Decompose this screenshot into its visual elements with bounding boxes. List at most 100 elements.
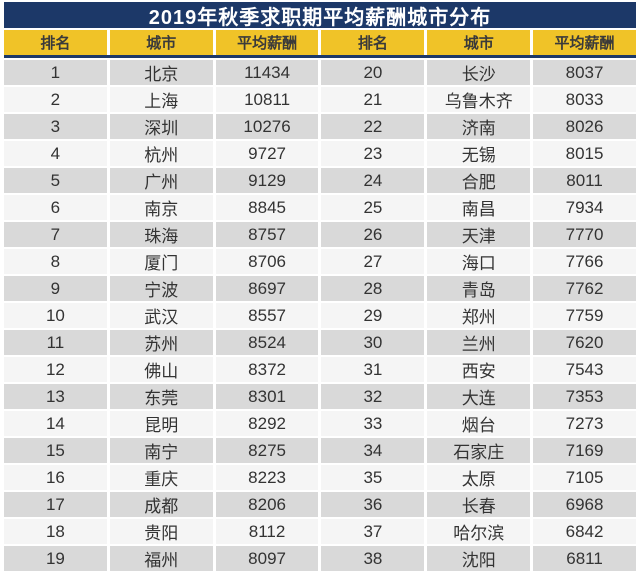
rank-column-header: 排名 (4, 30, 107, 55)
rank-cell: 11 (4, 330, 107, 355)
city-cell: 郑州 (427, 303, 531, 328)
salary-cell: 11434 (215, 60, 319, 85)
city-cell: 兰州 (427, 330, 531, 355)
city-cell: 大连 (427, 384, 531, 409)
salary-cell: 10811 (215, 87, 319, 112)
rank-cell: 15 (4, 438, 107, 463)
rank-cell: 21 (321, 87, 425, 112)
city-cell: 福州 (109, 546, 213, 571)
city-cell: 乌鲁木齐 (427, 87, 531, 112)
rank-cell: 38 (321, 546, 425, 571)
city-cell: 南昌 (427, 195, 531, 220)
salary-column-header: 平均薪酬 (215, 30, 319, 55)
table-row: 5 广州 9129 24 合肥 8011 (4, 168, 636, 193)
salary-cell: 7543 (533, 357, 636, 382)
city-cell: 深圳 (109, 114, 213, 139)
salary-cell: 8112 (215, 519, 319, 544)
salary-cell: 6811 (533, 546, 636, 571)
city-cell: 上海 (109, 87, 213, 112)
city-cell: 青岛 (427, 276, 531, 301)
city-cell: 苏州 (109, 330, 213, 355)
salary-cell: 7934 (533, 195, 636, 220)
rank-cell: 35 (321, 465, 425, 490)
rank-cell: 30 (321, 330, 425, 355)
city-cell: 烟台 (427, 411, 531, 436)
city-cell: 太原 (427, 465, 531, 490)
city-cell: 天津 (427, 222, 531, 247)
salary-cell: 7759 (533, 303, 636, 328)
rank-cell: 12 (4, 357, 107, 382)
rank-cell: 32 (321, 384, 425, 409)
rank-cell: 8 (4, 249, 107, 274)
table-row: 13 东莞 8301 32 大连 7353 (4, 384, 636, 409)
table-header: 排名 城市 平均薪酬 排名 城市 平均薪酬 (4, 30, 636, 55)
salary-cell: 8033 (533, 87, 636, 112)
table-row: 16 重庆 8223 35 太原 7105 (4, 465, 636, 490)
salary-cell: 7766 (533, 249, 636, 274)
salary-cell: 8301 (215, 384, 319, 409)
salary-cell: 8697 (215, 276, 319, 301)
rank-column-header: 排名 (321, 30, 425, 55)
table-row: 11 苏州 8524 30 兰州 7620 (4, 330, 636, 355)
city-cell: 石家庄 (427, 438, 531, 463)
rank-cell: 9 (4, 276, 107, 301)
city-cell: 北京 (109, 60, 213, 85)
salary-cell: 8011 (533, 168, 636, 193)
title-bar: 2019年秋季求职期平均薪酬城市分布 (4, 2, 636, 29)
city-cell: 广州 (109, 168, 213, 193)
table-row: 1 北京 11434 20 长沙 8037 (4, 60, 636, 85)
table-row: 14 昆明 8292 33 烟台 7273 (4, 411, 636, 436)
salary-cell: 8372 (215, 357, 319, 382)
rank-cell: 6 (4, 195, 107, 220)
salary-cell: 8557 (215, 303, 319, 328)
salary-cell: 8275 (215, 438, 319, 463)
rank-cell: 4 (4, 141, 107, 166)
table-row: 15 南宁 8275 34 石家庄 7169 (4, 438, 636, 463)
salary-cell: 8757 (215, 222, 319, 247)
table-row: 10 武汉 8557 29 郑州 7759 (4, 303, 636, 328)
city-column-header: 城市 (109, 30, 213, 55)
rank-cell: 19 (4, 546, 107, 571)
salary-cell: 9129 (215, 168, 319, 193)
salary-cell: 10276 (215, 114, 319, 139)
rank-cell: 14 (4, 411, 107, 436)
table-row: 9 宁波 8697 28 青岛 7762 (4, 276, 636, 301)
city-cell: 东莞 (109, 384, 213, 409)
city-cell: 杭州 (109, 141, 213, 166)
salary-cell: 6842 (533, 519, 636, 544)
city-cell: 沈阳 (427, 546, 531, 571)
rank-cell: 31 (321, 357, 425, 382)
table-row: 6 南京 8845 25 南昌 7934 (4, 195, 636, 220)
rank-cell: 25 (321, 195, 425, 220)
city-cell: 宁波 (109, 276, 213, 301)
city-cell: 海口 (427, 249, 531, 274)
rank-cell: 16 (4, 465, 107, 490)
rank-cell: 20 (321, 60, 425, 85)
salary-cell: 8223 (215, 465, 319, 490)
table-row: 18 贵阳 8112 37 哈尔滨 6842 (4, 519, 636, 544)
salary-cell: 8037 (533, 60, 636, 85)
salary-cell: 9727 (215, 141, 319, 166)
table-row: 8 厦门 8706 27 海口 7766 (4, 249, 636, 274)
city-cell: 长沙 (427, 60, 531, 85)
page-title: 2019年秋季求职期平均薪酬城市分布 (148, 6, 492, 29)
city-cell: 重庆 (109, 465, 213, 490)
rank-cell: 37 (321, 519, 425, 544)
city-cell: 南京 (109, 195, 213, 220)
salary-cell: 8292 (215, 411, 319, 436)
rank-cell: 5 (4, 168, 107, 193)
city-cell: 南宁 (109, 438, 213, 463)
salary-cell: 8706 (215, 249, 319, 274)
rank-cell: 28 (321, 276, 425, 301)
city-cell: 昆明 (109, 411, 213, 436)
salary-cell: 8845 (215, 195, 319, 220)
rank-cell: 10 (4, 303, 107, 328)
table-row: 19 福州 8097 38 沈阳 6811 (4, 546, 636, 571)
rank-cell: 34 (321, 438, 425, 463)
rank-cell: 26 (321, 222, 425, 247)
rank-cell: 2 (4, 87, 107, 112)
city-cell: 哈尔滨 (427, 519, 531, 544)
rank-cell: 27 (321, 249, 425, 274)
salary-cell: 7770 (533, 222, 636, 247)
salary-cell: 7105 (533, 465, 636, 490)
